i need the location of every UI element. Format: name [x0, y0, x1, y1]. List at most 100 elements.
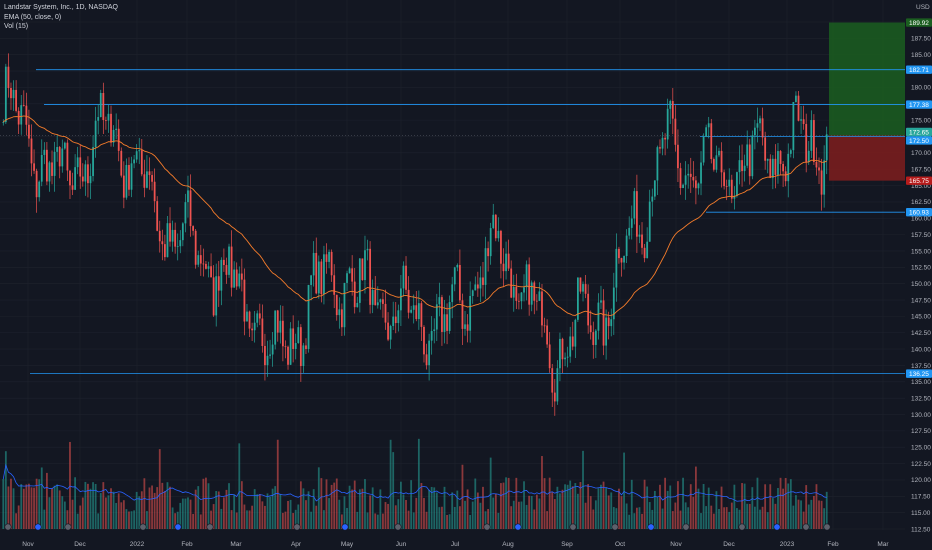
position-zones: [829, 22, 905, 181]
volume-bar: [138, 496, 141, 529]
y-tick-label: 125.00: [911, 445, 931, 452]
volume-bar: [130, 511, 133, 529]
volume-bar: [638, 507, 641, 529]
candle-body: [664, 137, 667, 140]
event-marker-icon[interactable]: [174, 523, 182, 531]
volume-bar: [279, 494, 282, 529]
volume-bar: [738, 509, 741, 529]
volume-bar: [805, 485, 808, 529]
volume-bar: [528, 495, 531, 529]
event-marker-icon[interactable]: [802, 523, 810, 531]
volume-bar: [51, 488, 53, 529]
event-marker-icon[interactable]: [823, 523, 831, 531]
event-marker-icon[interactable]: [611, 523, 619, 531]
volume-bar: [420, 482, 423, 529]
y-tick-label: 120.00: [911, 477, 931, 484]
event-marker-icon[interactable]: [4, 523, 12, 531]
volume-bar: [630, 479, 633, 529]
volume-bar: [787, 483, 790, 529]
volume-bar: [448, 514, 451, 529]
volume-bar: [35, 478, 38, 529]
candle-body: [479, 277, 482, 289]
volume-bar: [184, 498, 187, 529]
chart-grid: [0, 0, 905, 530]
y-tick-label: 147.50: [911, 297, 931, 304]
volume-bar: [297, 504, 300, 529]
event-marker-icon[interactable]: [293, 523, 301, 531]
candle-body: [87, 164, 89, 184]
candle-body: [276, 310, 279, 333]
time-axis-bg: [0, 537, 932, 550]
volume-bar: [802, 511, 805, 529]
event-marker-icon[interactable]: [773, 523, 781, 531]
candle-body: [264, 345, 266, 366]
event-marker-icon[interactable]: [483, 523, 491, 531]
volume-bar: [384, 502, 387, 529]
event-marker-icon[interactable]: [64, 523, 72, 531]
event-marker-icon[interactable]: [341, 523, 349, 531]
volume-legend[interactable]: Vol (15): [4, 23, 29, 30]
event-marker-icon[interactable]: [34, 523, 42, 531]
price-tag-label: 160.93: [909, 209, 929, 216]
volume-bar: [222, 497, 225, 529]
volume-bar: [181, 498, 184, 529]
volume-bar: [543, 478, 546, 529]
event-marker-icon[interactable]: [569, 523, 577, 531]
candle-body: [153, 181, 156, 202]
volume-bar: [94, 483, 97, 529]
volume-bar: [61, 496, 64, 529]
candle-body: [297, 327, 300, 344]
candle-body: [712, 159, 715, 170]
candle-body: [689, 173, 692, 177]
volume-bar: [441, 506, 443, 529]
candle-body: [623, 256, 625, 263]
event-marker-icon[interactable]: [206, 523, 214, 531]
volume-bar: [797, 499, 800, 529]
candle-body: [43, 149, 46, 155]
candle-body: [184, 202, 187, 224]
candle-body: [661, 137, 664, 149]
volume-bar: [746, 503, 749, 529]
candle-body: [471, 290, 474, 296]
volume-bar: [677, 481, 679, 529]
volume-bar: [592, 509, 595, 529]
volume-bar: [58, 490, 61, 529]
candle-body: [343, 282, 346, 328]
candle-body: [179, 240, 182, 247]
ema-50-line: [2, 115, 827, 316]
price-tag-stop: [906, 176, 932, 185]
candle-body: [258, 313, 261, 319]
candle-body: [261, 318, 264, 346]
volume-bar: [276, 439, 279, 529]
volume-bar: [666, 490, 669, 529]
volume-bar: [192, 513, 195, 529]
ema-legend[interactable]: EMA (50, close, 0): [4, 13, 62, 21]
event-marker-icon[interactable]: [139, 523, 147, 531]
candle-body: [746, 144, 749, 166]
event-marker-icon[interactable]: [738, 523, 746, 531]
event-marker-icon[interactable]: [647, 523, 655, 531]
symbol-legend[interactable]: Landstar System, Inc., 1D, NASDAQ: [4, 4, 118, 11]
volume-bar: [564, 484, 566, 529]
candle-body: [315, 252, 318, 294]
volume-bar: [535, 494, 538, 529]
candle-body: [594, 330, 597, 345]
event-marker-icon[interactable]: [682, 523, 690, 531]
candle-body: [138, 150, 141, 152]
x-tick-label: Jul: [451, 541, 460, 548]
candle-body: [533, 282, 536, 301]
volume-bar: [233, 494, 236, 529]
event-marker-icon[interactable]: [514, 523, 522, 531]
volume-bar: [569, 480, 572, 529]
volume-bar: [40, 467, 43, 529]
volume-bar: [702, 483, 705, 529]
volume-bar: [56, 484, 59, 529]
event-marker-icon[interactable]: [394, 523, 402, 531]
volume-bar: [566, 484, 569, 529]
candle-body: [97, 117, 100, 121]
volume-bar: [795, 495, 797, 529]
volume-bar: [258, 494, 261, 529]
candle-body: [651, 196, 654, 202]
candle-body: [707, 123, 710, 128]
